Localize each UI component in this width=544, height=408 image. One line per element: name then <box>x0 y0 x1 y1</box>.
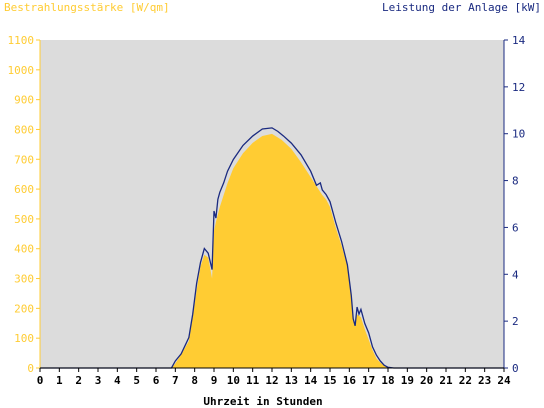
x-tick-label: 7 <box>172 374 179 387</box>
x-axis-ticks: 0 1 2 3 4 5 6 7 8 9 10 11 12 13 14 15 16 17 18 19 20 21 22 23 24 <box>37 368 511 387</box>
x-tick-label: 19 <box>401 374 414 387</box>
left-tick-label: 400 <box>14 243 34 256</box>
x-tick-label: 13 <box>285 374 298 387</box>
x-tick-label: 22 <box>459 374 472 387</box>
x-tick-label: 6 <box>153 374 160 387</box>
x-tick-label: 23 <box>478 374 491 387</box>
right-tick-label: 14 <box>512 34 526 47</box>
x-tick-label: 5 <box>133 374 140 387</box>
right-tick-label: 12 <box>512 81 525 94</box>
right-tick-label: 4 <box>512 268 519 281</box>
x-tick-label: 16 <box>343 374 357 387</box>
right-tick-label: 2 <box>512 315 519 328</box>
x-tick-label: 11 <box>246 374 260 387</box>
x-axis-title: Uhrzeit in Stunden <box>203 395 322 408</box>
right-axis-title: Leistung der Anlage [kW] <box>382 1 541 14</box>
left-axis-ticks: 0 100 200 300 400 500 600 700 800 900 1000 1100 <box>8 34 40 375</box>
left-tick-label: 600 <box>14 183 34 196</box>
x-tick-label: 18 <box>381 374 394 387</box>
irradiance-area-series <box>40 133 504 368</box>
x-tick-label: 4 <box>114 374 121 387</box>
power-line-series <box>40 127 504 369</box>
x-tick-label: 8 <box>191 374 198 387</box>
x-tick-label: 24 <box>497 374 511 387</box>
left-tick-label: 300 <box>14 273 34 286</box>
right-tick-label: 8 <box>512 175 519 188</box>
right-tick-label: 0 <box>512 362 519 375</box>
right-axis-ticks: 0 2 4 6 8 10 12 14 <box>504 34 526 375</box>
x-tick-label: 21 <box>439 374 453 387</box>
x-tick-label: 10 <box>227 374 240 387</box>
x-tick-label: 15 <box>323 374 336 387</box>
left-tick-label: 1000 <box>8 64 35 77</box>
left-tick-label: 500 <box>14 213 34 226</box>
left-tick-label: 800 <box>14 123 34 136</box>
right-tick-label: 6 <box>512 221 519 234</box>
x-tick-label: 9 <box>211 374 218 387</box>
x-tick-label: 14 <box>304 374 318 387</box>
left-tick-label: 200 <box>14 302 34 315</box>
left-tick-label: 100 <box>14 332 34 345</box>
x-tick-label: 20 <box>420 374 433 387</box>
left-tick-label: 0 <box>27 362 34 375</box>
left-tick-label: 900 <box>14 94 34 107</box>
x-tick-label: 1 <box>56 374 63 387</box>
left-tick-label: 700 <box>14 153 34 166</box>
x-tick-label: 17 <box>362 374 375 387</box>
x-tick-label: 12 <box>265 374 278 387</box>
left-tick-label: 1100 <box>8 34 35 47</box>
left-axis-title: Bestrahlungsstärke [W/qm] <box>4 1 170 14</box>
x-tick-label: 3 <box>95 374 102 387</box>
x-tick-label: 2 <box>75 374 82 387</box>
right-tick-label: 10 <box>512 128 525 141</box>
x-tick-label: 0 <box>37 374 44 387</box>
